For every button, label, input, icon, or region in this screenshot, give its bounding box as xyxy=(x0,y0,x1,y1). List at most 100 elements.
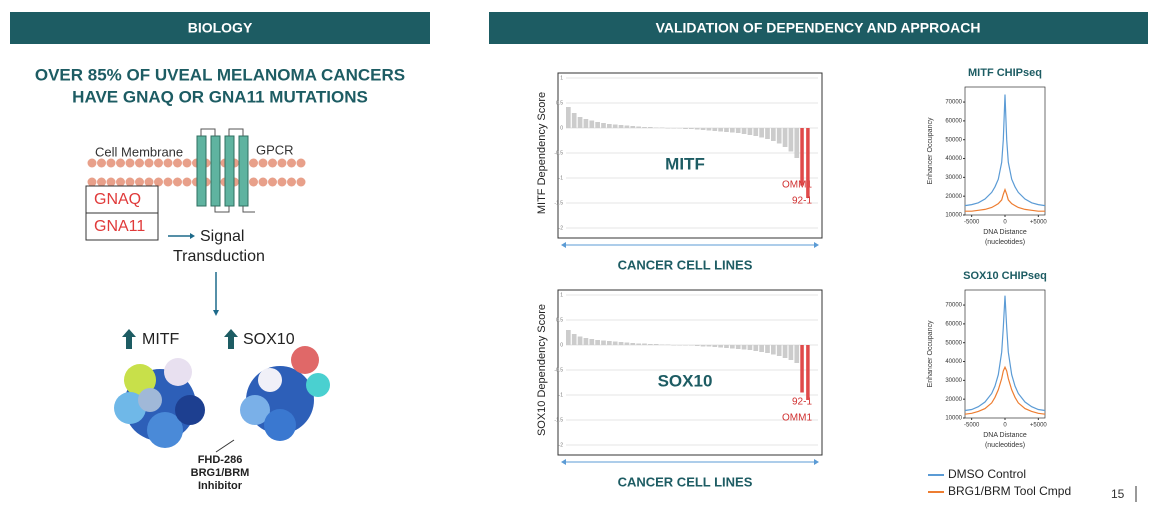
y-axis-label: Enhancer Occupancy xyxy=(927,320,934,387)
lipid xyxy=(296,177,306,187)
x-tick-label: -5000 xyxy=(964,220,980,226)
bar xyxy=(782,345,788,358)
bar xyxy=(782,128,788,147)
plot-frame xyxy=(964,289,1046,419)
gpcr xyxy=(196,128,255,213)
up-arrow xyxy=(122,329,136,349)
bar xyxy=(706,345,712,347)
bar xyxy=(636,126,641,128)
bar xyxy=(712,128,718,131)
bar xyxy=(724,128,729,132)
bar xyxy=(700,345,706,347)
lipid xyxy=(106,158,116,168)
lipid xyxy=(249,177,258,187)
bar xyxy=(630,343,636,345)
bar xyxy=(776,128,782,144)
bar xyxy=(730,345,735,349)
x-tick-label: -5000 xyxy=(964,423,980,429)
bar xyxy=(583,338,589,345)
x-axis-label: CANCER CELL LINES xyxy=(618,474,753,489)
bar xyxy=(712,345,718,347)
lipid xyxy=(277,177,287,187)
bar xyxy=(612,341,618,345)
y-tick-label: -1 xyxy=(559,175,564,181)
header-bar xyxy=(489,12,1148,44)
bar xyxy=(794,345,800,363)
inhibitor: Inhibitor xyxy=(198,480,243,492)
highlight-label: 92-1 xyxy=(792,196,812,207)
bar xyxy=(642,127,647,128)
bar xyxy=(589,339,595,345)
headline: OVER 85% OF UVEAL MELANOMA CANCERS xyxy=(35,65,405,84)
bar xyxy=(689,128,694,129)
y-tick-label: 40000 xyxy=(945,359,962,365)
bar xyxy=(630,126,636,128)
y-tick-label: 10000 xyxy=(945,416,962,422)
x-axis-label: DNA Distance xyxy=(983,229,1027,236)
y-tick-label: 0.5 xyxy=(556,317,563,323)
bar xyxy=(642,343,647,345)
up-arrow xyxy=(224,329,238,349)
bar xyxy=(694,345,700,346)
bar xyxy=(595,340,600,345)
y-axis-label: MITF Dependency Score xyxy=(536,92,548,214)
chart-frame xyxy=(557,289,823,456)
y-tick-label: -1.5 xyxy=(554,417,563,423)
bar xyxy=(730,128,735,133)
g-protein: GNA11 xyxy=(94,218,145,235)
bar xyxy=(618,342,624,345)
y-tick-label: 10000 xyxy=(945,213,962,219)
lipid xyxy=(258,158,268,168)
bar xyxy=(624,125,630,128)
bar xyxy=(571,334,577,345)
chart-label: MITF xyxy=(665,154,705,173)
membrane-label: Cell Membrane xyxy=(95,144,183,159)
bar xyxy=(566,330,571,345)
x-axis-label: CANCER CELL LINES xyxy=(618,257,753,272)
bar xyxy=(747,128,753,135)
headline: HAVE GNAQ OR GNA11 MUTATIONS xyxy=(72,87,368,106)
bar xyxy=(724,345,729,348)
bar xyxy=(747,345,753,350)
y-tick-label: -1 xyxy=(559,392,564,398)
bar xyxy=(636,343,641,345)
lipid xyxy=(173,158,182,168)
bar xyxy=(607,124,612,128)
lipid xyxy=(182,158,192,168)
highlight-bar xyxy=(806,128,810,198)
y-tick-label: -0.5 xyxy=(554,150,563,156)
lipid xyxy=(87,158,97,168)
highlight-label: 92-1 xyxy=(792,397,812,408)
lipid xyxy=(268,158,277,168)
bar xyxy=(583,119,589,128)
target: SOX10 xyxy=(243,331,295,348)
y-tick-label: 0.5 xyxy=(556,100,563,106)
bar xyxy=(607,341,612,345)
bar xyxy=(665,344,671,345)
bar xyxy=(677,345,682,346)
lipid xyxy=(277,158,287,168)
bar xyxy=(753,128,759,136)
x-axis-label: (nucleotides) xyxy=(985,442,1025,449)
bar xyxy=(771,128,776,141)
y-tick-label: -2 xyxy=(559,442,564,448)
receptor-label: GPCR xyxy=(256,142,294,157)
y-tick-label: 50000 xyxy=(945,340,962,346)
chart-title: SOX10 CHIPseq xyxy=(963,270,1047,282)
highlight-bar xyxy=(806,345,810,400)
lipid xyxy=(154,177,163,187)
legend-label: DMSO Control xyxy=(948,467,1026,481)
bar xyxy=(624,342,630,345)
bar xyxy=(671,345,677,346)
signal-label: Signal xyxy=(200,228,244,245)
arrow-head xyxy=(213,310,219,316)
legend-label: BRG1/BRM Tool Cmpd xyxy=(948,484,1071,498)
bar xyxy=(794,128,800,158)
bar xyxy=(776,345,782,356)
bar xyxy=(671,128,677,129)
y-tick-label: -2 xyxy=(559,225,564,231)
x-axis-label: DNA Distance xyxy=(983,432,1027,439)
lipid xyxy=(97,177,106,187)
